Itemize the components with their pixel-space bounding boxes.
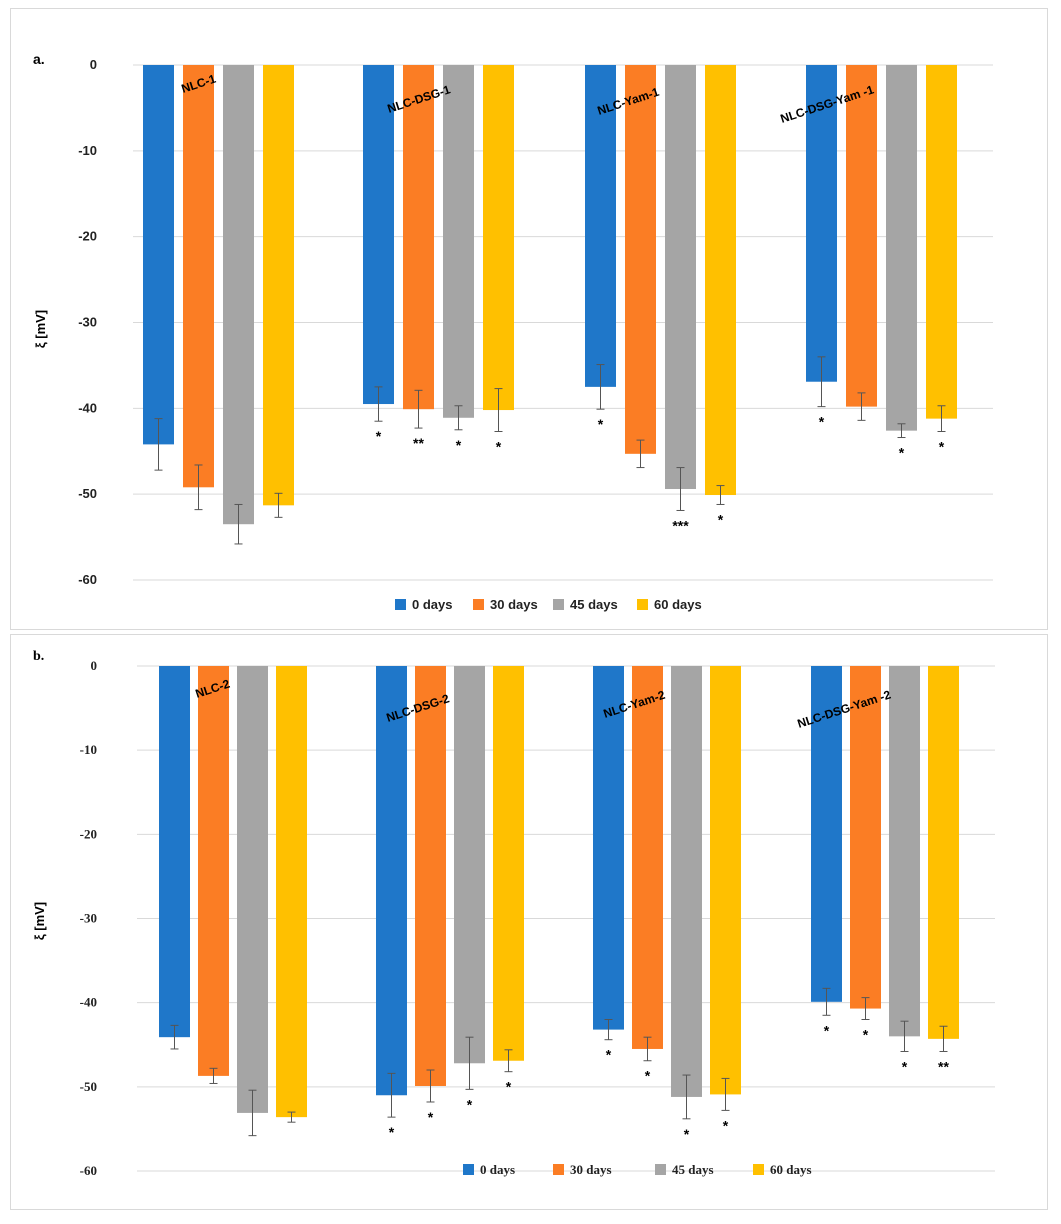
bar bbox=[671, 666, 702, 1097]
y-tick-label: -20 bbox=[80, 826, 97, 841]
significance-mark: * bbox=[819, 414, 825, 430]
y-tick-label: -30 bbox=[80, 911, 97, 926]
y-tick-label: -10 bbox=[80, 742, 97, 757]
legend-swatch bbox=[637, 599, 648, 610]
bar bbox=[625, 65, 656, 454]
significance-mark: * bbox=[456, 437, 462, 453]
significance-mark: * bbox=[902, 1058, 908, 1074]
y-tick-label: -50 bbox=[78, 486, 97, 501]
y-axis-label: ξ [mV] bbox=[33, 310, 48, 348]
bar bbox=[585, 65, 616, 387]
significance-mark: ** bbox=[938, 1058, 949, 1074]
y-tick-label: -40 bbox=[78, 400, 97, 415]
bar bbox=[811, 666, 842, 1002]
bar bbox=[403, 65, 434, 410]
legend-label: 30 days bbox=[490, 597, 538, 612]
legend-label: 0 days bbox=[412, 597, 452, 612]
bar bbox=[276, 666, 307, 1118]
bar bbox=[632, 666, 663, 1049]
legend-swatch bbox=[553, 1164, 564, 1175]
bar bbox=[806, 65, 837, 382]
y-tick-label: -60 bbox=[78, 572, 97, 587]
significance-mark: * bbox=[598, 416, 604, 432]
bar bbox=[198, 666, 229, 1076]
bar bbox=[665, 65, 696, 490]
bar bbox=[415, 666, 446, 1086]
y-tick-label: 0 bbox=[90, 57, 97, 72]
bar bbox=[223, 65, 254, 525]
legend-swatch bbox=[395, 599, 406, 610]
legend-label: 30 days bbox=[570, 1162, 612, 1177]
significance-mark: *** bbox=[672, 517, 689, 533]
y-tick-label: -50 bbox=[80, 1079, 97, 1094]
bar bbox=[159, 666, 190, 1038]
bar bbox=[493, 666, 524, 1061]
significance-mark: ** bbox=[413, 435, 424, 451]
bar bbox=[183, 65, 214, 488]
bar bbox=[483, 65, 514, 411]
bar bbox=[263, 65, 294, 506]
significance-mark: * bbox=[863, 1027, 869, 1043]
bar bbox=[237, 666, 268, 1113]
legend-swatch bbox=[473, 599, 484, 610]
chart-a: 0-10-20-30-40-50-60ξ [mV]NLC-1* ** * *NLC-D… bbox=[33, 57, 993, 612]
significance-mark: * bbox=[428, 1109, 434, 1125]
significance-mark: * bbox=[606, 1047, 612, 1063]
legend-swatch bbox=[463, 1164, 474, 1175]
significance-mark: * bbox=[824, 1022, 830, 1038]
legend-label: 60 days bbox=[770, 1162, 812, 1177]
significance-mark: * bbox=[496, 439, 502, 455]
legend-label: 0 days bbox=[480, 1162, 515, 1177]
significance-mark: * bbox=[684, 1126, 690, 1142]
legend-swatch bbox=[753, 1164, 764, 1175]
significance-mark: * bbox=[376, 428, 382, 444]
y-axis-label: ξ [mV] bbox=[32, 902, 47, 940]
significance-mark: * bbox=[939, 439, 945, 455]
y-tick-label: -30 bbox=[78, 315, 97, 330]
significance-mark: * bbox=[645, 1068, 651, 1084]
significance-mark: * bbox=[718, 511, 724, 527]
chart-panel-b: b. 0 -10 -20 -30 -40 -50 -60 ξ [mV] NLC-2 * * * * NLC… bbox=[10, 634, 1048, 1210]
bar bbox=[710, 666, 741, 1095]
legend-label: 45 days bbox=[672, 1162, 714, 1177]
y-tick-label: -60 bbox=[80, 1163, 97, 1178]
bar bbox=[889, 666, 920, 1037]
bar bbox=[928, 666, 959, 1039]
panel-label: b. bbox=[33, 649, 45, 664]
significance-mark: * bbox=[467, 1096, 473, 1112]
y-tick-label: -20 bbox=[78, 229, 97, 244]
significance-mark: * bbox=[389, 1124, 395, 1140]
chart-panel-a: a. 0 -10 -20 -30 -40 -50 -60 ξ [mV] NLC-1 * ** * * NL… bbox=[10, 8, 1048, 630]
y-tick-label: 0 bbox=[91, 658, 98, 673]
bar bbox=[593, 666, 624, 1030]
legend-swatch bbox=[553, 599, 564, 610]
significance-mark: * bbox=[506, 1079, 512, 1095]
y-tick-label: -40 bbox=[80, 995, 97, 1010]
bar bbox=[886, 65, 917, 431]
bar bbox=[454, 666, 485, 1064]
significance-mark: * bbox=[899, 445, 905, 461]
bar bbox=[443, 65, 474, 418]
bar bbox=[376, 666, 407, 1096]
y-tick-label: -10 bbox=[78, 143, 97, 158]
legend-swatch bbox=[655, 1164, 666, 1175]
bar bbox=[850, 666, 881, 1009]
panel-label: a. bbox=[33, 51, 45, 67]
bar bbox=[143, 65, 174, 445]
bar bbox=[846, 65, 877, 407]
bar bbox=[705, 65, 736, 496]
legend-label: 60 days bbox=[654, 597, 702, 612]
significance-mark: * bbox=[723, 1117, 729, 1133]
legend-label: 45 days bbox=[570, 597, 618, 612]
bar bbox=[926, 65, 957, 419]
bar bbox=[363, 65, 394, 405]
chart-b: 0-10-20-30-40-50-60ξ [mV]NLC-2****NLC-DS… bbox=[32, 658, 995, 1178]
